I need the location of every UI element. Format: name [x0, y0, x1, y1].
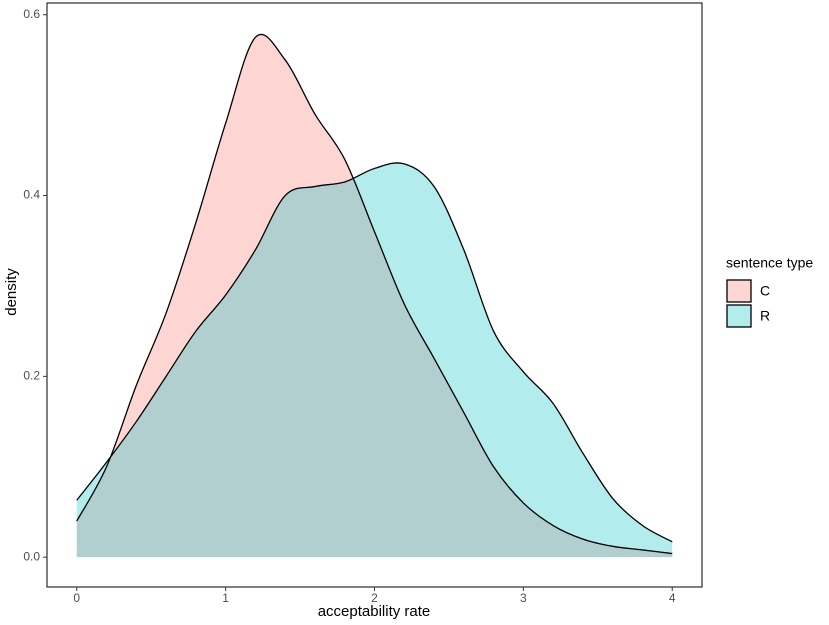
legend-key	[726, 279, 752, 303]
x-tick-label: 1	[222, 591, 229, 605]
y-tick-label: 0.2	[23, 369, 40, 383]
legend-label: R	[760, 308, 770, 324]
x-tick-label: 0	[73, 591, 80, 605]
x-tick-label: 3	[520, 591, 527, 605]
y-tick-label: 0.6	[23, 7, 40, 21]
y-tick-label: 0.4	[23, 188, 40, 202]
density-line	[76, 33, 673, 555]
y-tick-label: 0.0	[23, 549, 40, 563]
legend-label: C	[760, 283, 770, 299]
density-area	[76, 34, 673, 558]
legend-key	[726, 304, 752, 328]
x-axis-title: acceptability rate	[318, 603, 431, 620]
y-axis-title: density	[3, 268, 20, 316]
density-area	[76, 162, 673, 558]
legend-title: sentence type	[726, 255, 813, 271]
x-tick-label: 2	[371, 591, 378, 605]
x-tick-label: 4	[669, 591, 676, 605]
density-line	[76, 162, 673, 543]
